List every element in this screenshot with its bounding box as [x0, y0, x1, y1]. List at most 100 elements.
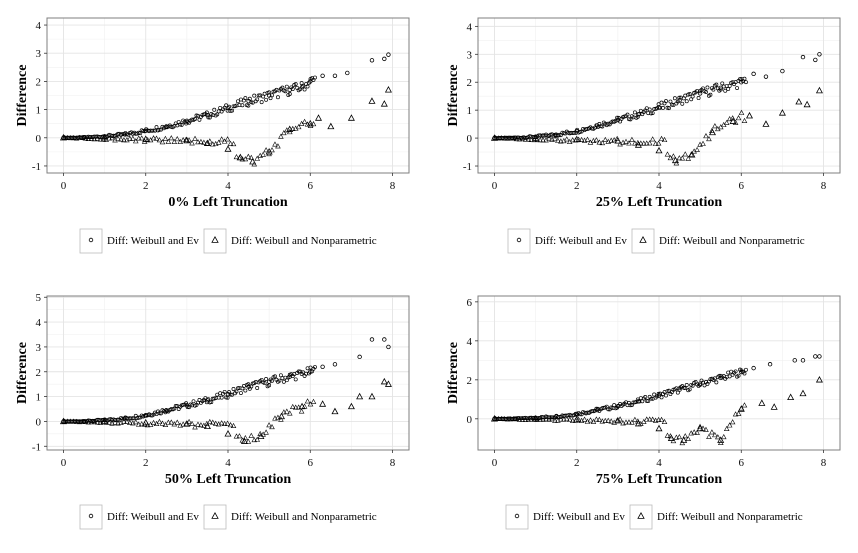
point-np-dense [127, 135, 133, 141]
point-ev-dense [714, 82, 719, 87]
point-ev-dense [723, 88, 728, 93]
y-tick-label: 2 [467, 77, 473, 89]
legend-label-np: Diff: Weibull and Nonparametric [657, 511, 803, 523]
point-np-dense [168, 419, 175, 425]
point-np-dense [706, 135, 712, 142]
x-axis-title: 50% Left Truncation [165, 472, 291, 487]
point-ev-dense [644, 398, 649, 403]
point-weibull-nonparametric [277, 412, 285, 420]
point-np-dense [676, 155, 683, 161]
x-tick-label: 6 [308, 180, 314, 192]
point-np-dense [298, 408, 305, 414]
point-weibull-nonparametric [532, 134, 540, 141]
point-weibull-ev [299, 84, 305, 90]
point-weibull-nonparametric [236, 153, 244, 161]
point-weibull-nonparametric [729, 117, 737, 124]
point-ev-dense [194, 113, 199, 118]
point-ev-dense [687, 91, 692, 96]
point-ev-dense [249, 384, 254, 389]
x-tick-label: 0 [61, 457, 67, 469]
point-ev-dense [684, 382, 689, 387]
point-np-dense [501, 415, 508, 422]
point-np-dense [269, 424, 275, 430]
point-ev-dense [240, 103, 245, 108]
x-tick-label: 4 [225, 180, 231, 192]
point-weibull-ev [122, 416, 128, 421]
y-tick-label: 6 [467, 297, 473, 309]
point-ev-dense [193, 117, 197, 121]
point-np-dense [156, 137, 163, 143]
point-np-dense [289, 125, 296, 131]
point-np-dense [700, 140, 706, 146]
point-weibull-nonparametric [614, 416, 622, 424]
point-weibull-ev [512, 135, 518, 141]
point-weibull-nonparametric [257, 432, 265, 439]
point-ev-dense [683, 386, 688, 391]
point-np-dense [272, 141, 278, 147]
series-weibull-ev [61, 337, 391, 424]
point-np-dense [640, 140, 647, 146]
point-weibull-nonparametric [224, 430, 232, 437]
point-np-dense [94, 419, 101, 425]
point-weibull-nonparametric [368, 97, 376, 104]
point-np-dense [79, 134, 86, 140]
point-np-dense [132, 138, 139, 144]
point-np-dense [266, 150, 272, 157]
point-ev-dense [606, 407, 611, 412]
point-ev-dense [157, 127, 162, 132]
point-np-dense [165, 419, 172, 425]
point-ev-dense [627, 117, 631, 122]
ticks [44, 24, 393, 176]
point-weibull-nonparametric [573, 415, 581, 423]
point-ev-dense [157, 411, 162, 416]
point-np-dense [150, 135, 157, 141]
legend-key-np [203, 504, 227, 530]
point-np-dense [295, 124, 302, 130]
point-ev-dense [667, 106, 671, 111]
point-np-dense [584, 136, 591, 142]
point-np-dense [596, 139, 603, 145]
point-weibull-nonparametric [327, 122, 335, 130]
point-weibull-nonparametric [331, 407, 339, 415]
point-np-dense [138, 421, 145, 427]
point-np-dense [646, 416, 653, 422]
point-ev-dense [191, 399, 196, 404]
point-weibull-ev [266, 379, 272, 384]
point-np-dense [552, 135, 558, 142]
point-np-dense [738, 109, 745, 115]
point-np-dense [623, 419, 629, 425]
panel-3: 0 2 4 6 8 -1 0 1 2 3 4 5 50% Left Truncation Differen… [15, 292, 410, 530]
y-tick-label: 3 [36, 342, 42, 354]
point-np-dense [278, 416, 284, 422]
point-weibull-nonparametric [799, 389, 807, 397]
point-ev-dense [154, 125, 159, 130]
point-weibull-ev [164, 124, 169, 129]
point-ev-dense [255, 97, 260, 102]
point-ev-dense [219, 395, 224, 400]
point-weibull-ev [800, 54, 806, 60]
point-np-dense [655, 140, 662, 146]
point-np-dense [504, 135, 511, 141]
series-np-band [492, 109, 748, 166]
point-ev-dense [726, 86, 731, 91]
point-np-dense [626, 419, 632, 425]
point-np-dense [195, 421, 201, 427]
point-np-dense [209, 419, 216, 425]
point-np-dense [233, 153, 240, 160]
series-weibull-nonparametric [490, 375, 823, 443]
legend-label-ev: Diff: Weibull and Ev [535, 235, 627, 247]
point-ev-dense [158, 411, 163, 416]
y-tick-label: 4 [36, 20, 42, 32]
point-ev-dense [664, 99, 668, 104]
point-np-dense [130, 135, 136, 141]
point-np-dense [569, 417, 576, 423]
point-np-dense [513, 415, 520, 422]
point-weibull-ev [122, 132, 128, 137]
point-weibull-nonparametric [708, 128, 716, 136]
point-np-dense [115, 420, 121, 426]
point-weibull-ev [615, 403, 621, 409]
point-np-dense [569, 137, 576, 143]
point-weibull-nonparametric [265, 148, 273, 155]
point-ev-dense [664, 393, 668, 398]
